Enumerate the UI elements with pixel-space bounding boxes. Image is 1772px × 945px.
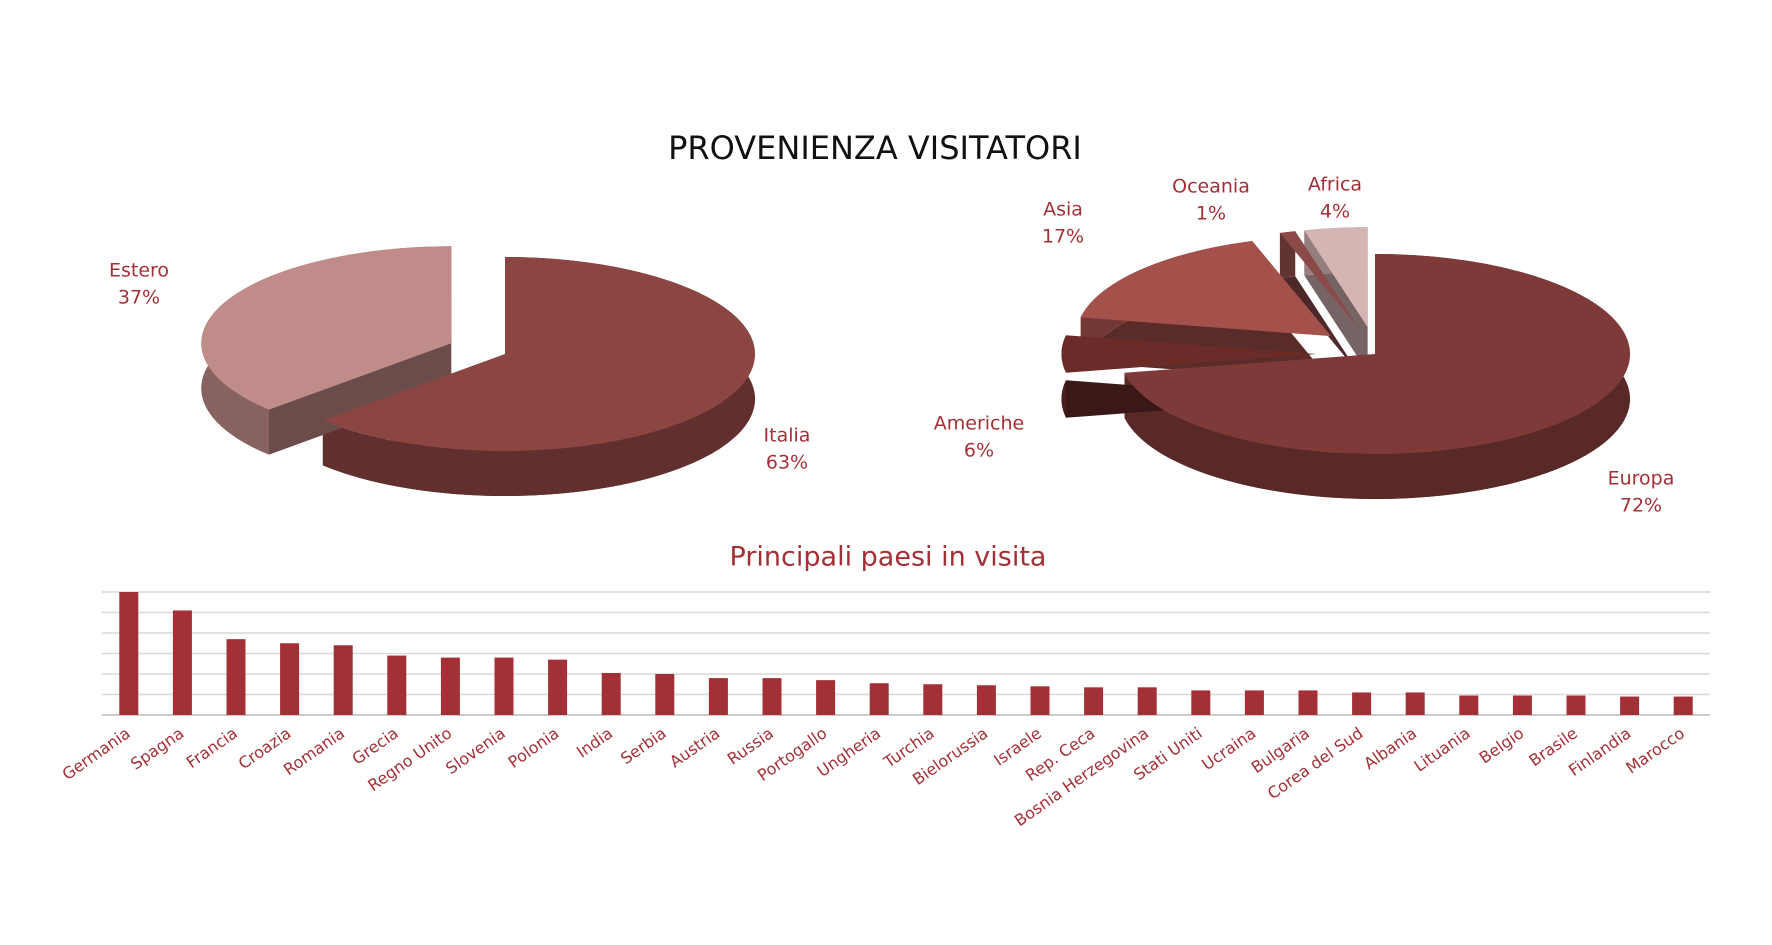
slice-name: Oceania xyxy=(1172,176,1250,198)
bar xyxy=(226,639,246,715)
bar xyxy=(1298,690,1318,715)
bar xyxy=(655,674,675,715)
pie-slice xyxy=(1080,241,1332,337)
bar xyxy=(440,657,460,715)
slice-value: 17% xyxy=(1042,226,1084,248)
slice-value: 63% xyxy=(766,452,808,474)
pie-slice xyxy=(1279,231,1359,329)
bar xyxy=(1084,687,1104,715)
bar xyxy=(1352,692,1372,715)
slice-name: Asia xyxy=(1043,199,1083,221)
slice-name: Estero xyxy=(109,260,169,282)
x-tick-label: Spagna xyxy=(127,723,187,773)
x-tick-label: Corea del Sud xyxy=(1264,723,1367,803)
bar xyxy=(1566,695,1586,715)
bar xyxy=(601,672,621,715)
x-tick-label: Austria xyxy=(666,723,723,771)
bar xyxy=(1620,696,1640,715)
slice-value: 4% xyxy=(1320,201,1350,223)
pie-slice xyxy=(1124,254,1631,454)
x-tick-label: Polonia xyxy=(504,723,562,772)
bar xyxy=(548,659,568,715)
bar xyxy=(172,610,192,715)
bar xyxy=(816,680,836,715)
x-tick-label: Serbia xyxy=(617,723,670,768)
bar xyxy=(1030,686,1050,715)
bar xyxy=(387,655,407,715)
bar xyxy=(762,678,782,715)
x-tick-label: Slovenia xyxy=(442,723,509,778)
slice-name: Americhe xyxy=(934,413,1024,435)
bar xyxy=(1191,690,1211,715)
bar xyxy=(1405,692,1425,715)
x-tick-label: Marocco xyxy=(1622,723,1688,777)
bar xyxy=(708,678,728,715)
pie-slice xyxy=(1061,335,1317,373)
slice-name: Italia xyxy=(764,425,811,447)
pie-slice xyxy=(1304,227,1368,328)
bar xyxy=(1673,696,1693,715)
x-tick-label: Albania xyxy=(1360,723,1420,773)
x-tick-label: Francia xyxy=(183,723,241,772)
bar xyxy=(923,684,943,715)
x-tick-label: Belgio xyxy=(1476,723,1528,767)
slice-name: Europa xyxy=(1608,468,1675,490)
x-tick-label: Romania xyxy=(280,723,348,779)
slice-value: 1% xyxy=(1196,203,1226,225)
bar xyxy=(976,685,996,715)
slice-value: 6% xyxy=(964,440,994,462)
pie-slice xyxy=(322,257,755,451)
x-tick-label: Germania xyxy=(59,723,134,783)
bar xyxy=(494,657,514,715)
bar xyxy=(333,645,353,715)
bar xyxy=(1137,687,1157,715)
bar xyxy=(869,683,889,715)
bar xyxy=(1459,695,1479,715)
x-tick-label: Lituania xyxy=(1410,723,1473,775)
pie-slice xyxy=(201,246,452,410)
slice-name: Africa xyxy=(1308,174,1362,196)
slice-value: 72% xyxy=(1620,495,1662,517)
slice-value: 37% xyxy=(118,287,160,309)
bar xyxy=(280,643,300,715)
bar xyxy=(1512,695,1532,715)
bar xyxy=(119,592,139,715)
x-tick-label: India xyxy=(573,723,616,761)
page-title: PROVENIENZA VISITATORI xyxy=(668,129,1082,167)
bar-chart-title: Principali paesi in visita xyxy=(730,542,1047,573)
bar xyxy=(1244,690,1264,715)
